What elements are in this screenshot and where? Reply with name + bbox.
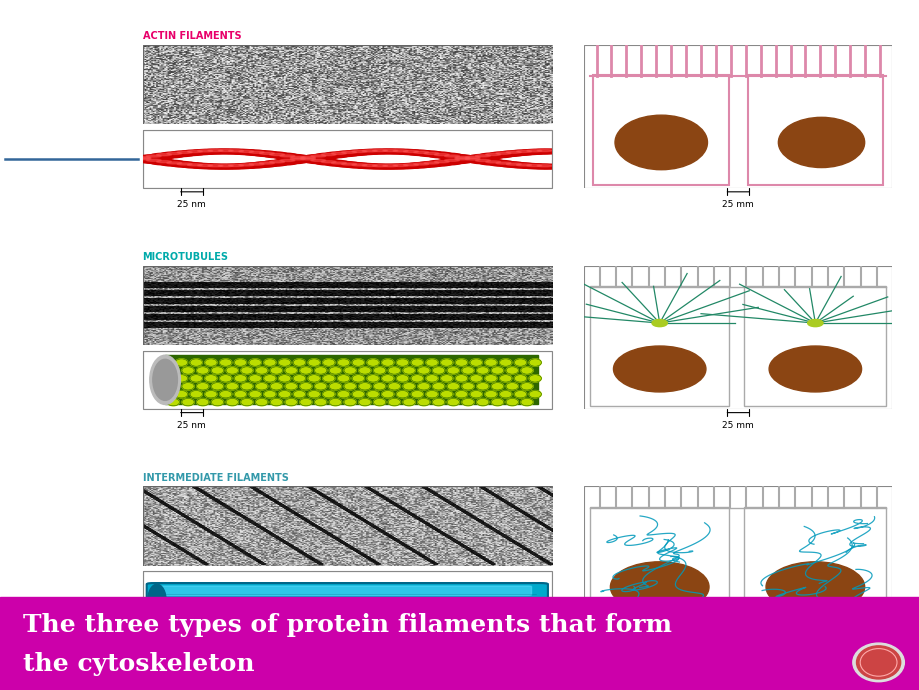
Circle shape [852,643,903,682]
Text: The three types of protein filaments that form: The three types of protein filaments tha… [23,613,671,637]
Text: 25 mm: 25 mm [721,421,754,430]
Bar [142,351,551,409]
Bar [0,597,919,690]
Text: 25 nm: 25 nm [177,200,206,209]
Bar [142,130,551,188]
Text: 25 nm: 25 nm [177,642,206,651]
Text: MICROTUBULES: MICROTUBULES [142,252,228,262]
Text: INTERMEDIATE FILAMENTS: INTERMEDIATE FILAMENTS [142,473,289,482]
Text: 25 mm: 25 mm [721,642,754,651]
Circle shape [856,646,900,679]
Text: ACTIN FILAMENTS: ACTIN FILAMENTS [142,31,241,41]
Text: 25 mm: 25 mm [721,200,754,209]
Text: the cytoskeleton: the cytoskeleton [23,652,255,676]
Bar [142,571,551,630]
Text: 25 nm: 25 nm [177,421,206,430]
